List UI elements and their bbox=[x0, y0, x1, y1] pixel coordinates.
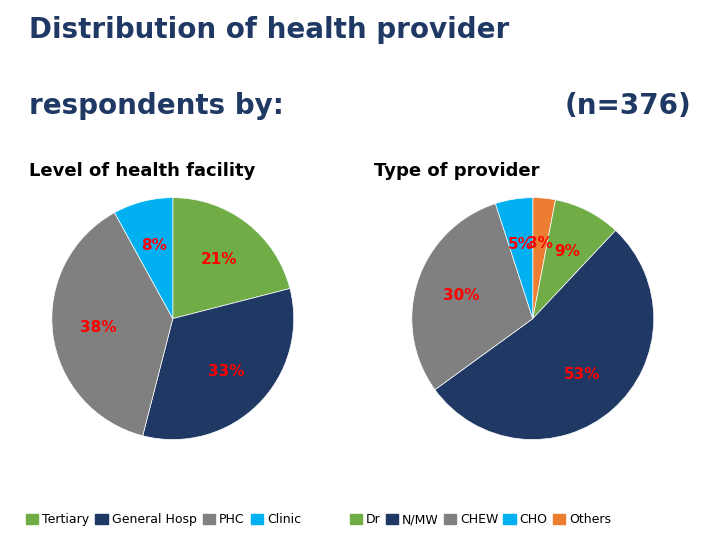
Wedge shape bbox=[173, 198, 290, 319]
Wedge shape bbox=[533, 198, 555, 319]
Wedge shape bbox=[143, 288, 294, 440]
Text: 33%: 33% bbox=[207, 364, 244, 379]
Wedge shape bbox=[412, 204, 533, 390]
Text: Level of health facility: Level of health facility bbox=[29, 162, 255, 180]
Text: (n=376): (n=376) bbox=[564, 92, 691, 120]
Wedge shape bbox=[533, 200, 616, 319]
Text: 5%: 5% bbox=[508, 237, 534, 252]
Text: 38%: 38% bbox=[80, 321, 117, 335]
Legend: Tertiary, General Hosp, PHC, Clinic: Tertiary, General Hosp, PHC, Clinic bbox=[21, 508, 306, 531]
Wedge shape bbox=[52, 213, 173, 436]
Text: 8%: 8% bbox=[141, 239, 167, 253]
Legend: Dr, N/MW, CHEW, CHO, Others: Dr, N/MW, CHEW, CHO, Others bbox=[345, 508, 616, 531]
Wedge shape bbox=[114, 198, 173, 319]
Text: 9%: 9% bbox=[554, 244, 580, 259]
Text: 53%: 53% bbox=[564, 367, 600, 382]
Text: Distribution of health provider: Distribution of health provider bbox=[29, 16, 509, 44]
Text: Type of provider: Type of provider bbox=[374, 162, 540, 180]
Text: respondents by:: respondents by: bbox=[29, 92, 284, 120]
Text: 21%: 21% bbox=[200, 252, 237, 267]
Text: 3%: 3% bbox=[527, 237, 553, 252]
Wedge shape bbox=[495, 198, 533, 319]
Wedge shape bbox=[435, 231, 654, 440]
Text: 30%: 30% bbox=[444, 288, 480, 303]
